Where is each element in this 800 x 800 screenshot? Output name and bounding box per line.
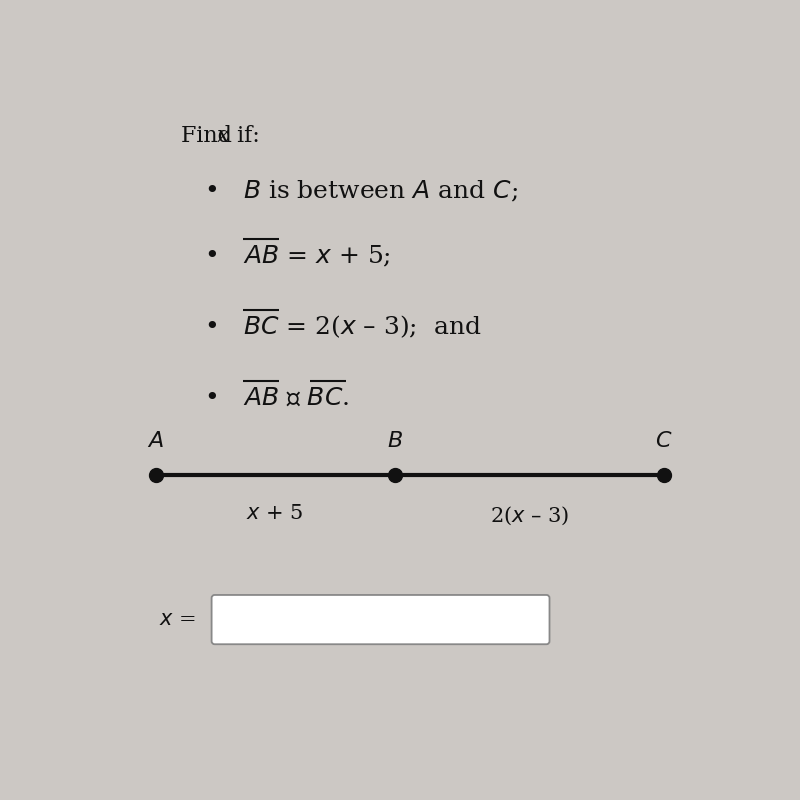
FancyBboxPatch shape [211, 595, 550, 644]
Point [388, 469, 401, 482]
Text: $\mathit{A}$: $\mathit{A}$ [147, 431, 164, 451]
Text: •: • [204, 386, 219, 410]
Text: if:: if: [230, 125, 260, 147]
Text: Find: Find [181, 125, 238, 147]
Text: •: • [204, 315, 219, 339]
Text: $\mathit{x}$ + 5: $\mathit{x}$ + 5 [246, 505, 304, 523]
Text: $\mathit{x}$ =: $\mathit{x}$ = [159, 610, 196, 629]
Text: $\mathit{C}$: $\mathit{C}$ [655, 431, 673, 451]
Text: $\mathit{B}$ is between $\mathit{A}$ and $\mathit{C}$;: $\mathit{B}$ is between $\mathit{A}$ and… [242, 179, 518, 204]
Point [658, 469, 670, 482]
Text: $\mathit{AB}$ ≅ $\mathit{BC}$.: $\mathit{AB}$ ≅ $\mathit{BC}$. [242, 386, 349, 410]
Text: •: • [204, 244, 219, 268]
Text: $\mathit{BC}$ = 2($\mathit{x}$ – 3);  and: $\mathit{BC}$ = 2($\mathit{x}$ – 3); and [242, 314, 481, 340]
Text: x: x [217, 125, 229, 147]
Text: $\mathit{B}$: $\mathit{B}$ [386, 431, 402, 451]
Text: 2($\mathit{x}$ – 3): 2($\mathit{x}$ – 3) [490, 505, 569, 527]
Point [150, 469, 162, 482]
Text: •: • [204, 179, 219, 203]
Text: $\mathit{AB}$ = $\mathit{x}$ + 5;: $\mathit{AB}$ = $\mathit{x}$ + 5; [242, 244, 390, 269]
